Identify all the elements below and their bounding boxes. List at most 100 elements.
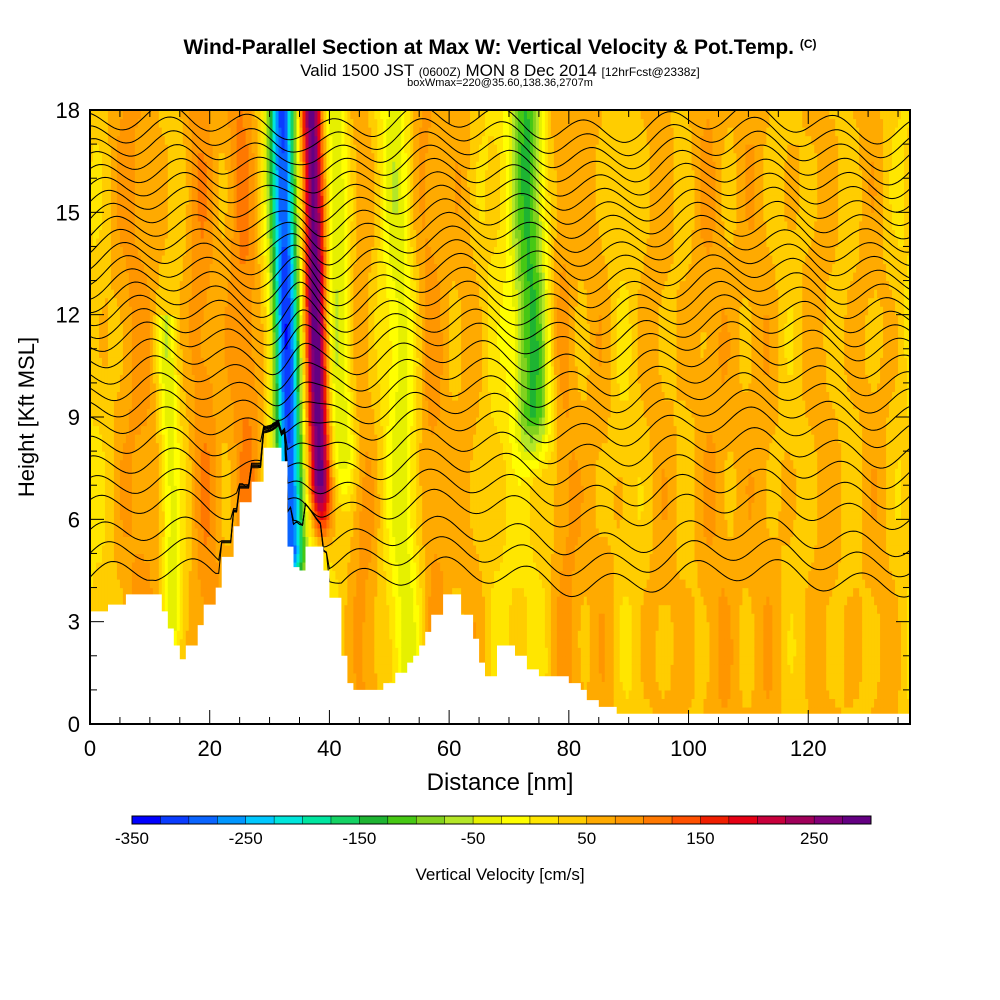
velocity-cell (140, 280, 145, 290)
velocity-cell (107, 536, 112, 546)
velocity-cell (266, 365, 271, 375)
velocity-cell (146, 280, 151, 290)
velocity-cell (200, 254, 205, 265)
velocity-cell (254, 220, 259, 230)
velocity-cell (209, 408, 214, 418)
velocity-cell (224, 178, 229, 188)
velocity-cell (101, 195, 106, 205)
velocity-cell (269, 280, 274, 290)
velocity-cell (152, 203, 157, 213)
copyright-mark: (C) (799, 37, 817, 51)
velocity-cell (119, 399, 124, 410)
velocity-cell (182, 519, 187, 529)
velocity-cell (278, 254, 283, 265)
velocity-cell (263, 203, 268, 213)
velocity-cell (152, 587, 157, 597)
velocity-cell (161, 306, 166, 316)
velocity-cell (173, 485, 178, 495)
velocity-cell (233, 391, 238, 401)
velocity-cell (206, 169, 211, 179)
velocity-cell (209, 118, 214, 128)
velocity-cell (230, 306, 235, 316)
velocity-cell (200, 229, 205, 239)
velocity-cell (206, 237, 211, 248)
velocity-cell (248, 485, 253, 495)
velocity-cell (92, 442, 97, 452)
velocity-cell (158, 118, 163, 128)
velocity-cell (251, 195, 256, 205)
velocity-cell (152, 553, 157, 563)
velocity-cell (194, 638, 199, 648)
velocity-cell (122, 340, 127, 350)
velocity-cell (113, 152, 118, 162)
velocity-cell (179, 468, 184, 478)
velocity-cell (164, 408, 169, 418)
utc-time: (0600Z) (418, 65, 461, 79)
velocity-cell (110, 399, 115, 410)
velocity-cell (194, 331, 199, 341)
velocity-cell (92, 527, 97, 537)
velocity-cell (293, 391, 298, 401)
velocity-cell (176, 263, 181, 273)
velocity-cell (293, 254, 298, 265)
velocity-cell (269, 195, 274, 205)
velocity-cell (107, 596, 112, 606)
velocity-cell (90, 459, 94, 469)
velocity-cell (119, 485, 124, 495)
velocity-cell (113, 459, 118, 469)
velocity-cell (248, 203, 253, 213)
velocity-cell (125, 459, 130, 469)
velocity-cell (155, 323, 160, 333)
velocity-cell (107, 144, 112, 154)
velocity-cell (233, 118, 238, 128)
velocity-cell (179, 186, 184, 196)
velocity-cell (272, 263, 277, 273)
velocity-cell (227, 493, 232, 503)
velocity-cell (113, 570, 118, 580)
velocity-cell (179, 280, 184, 290)
velocity-cell (197, 468, 202, 478)
velocity-cell (254, 297, 259, 307)
velocity-cell (119, 442, 124, 452)
velocity-cell (194, 357, 199, 367)
velocity-cell (254, 280, 259, 290)
velocity-cell (164, 399, 169, 410)
velocity-cell (239, 340, 244, 350)
velocity-cell (293, 425, 298, 435)
velocity-cell (179, 638, 184, 648)
velocity-cell (176, 638, 181, 648)
velocity-cell (134, 399, 139, 410)
velocity-cell (110, 561, 115, 572)
velocity-cell (191, 536, 196, 546)
velocity-cell (221, 502, 226, 512)
velocity-cell (272, 246, 277, 256)
velocity-cell (266, 127, 271, 137)
velocity-cell (266, 161, 271, 171)
velocity-cell (149, 442, 154, 452)
velocity-cell (98, 442, 103, 452)
velocity-cell (155, 195, 160, 205)
velocity-cell (227, 408, 232, 418)
velocity-cell (227, 544, 232, 555)
velocity-cell (161, 561, 166, 572)
velocity-cell (122, 263, 127, 273)
velocity-cell (221, 246, 226, 256)
velocity-cell (122, 442, 127, 452)
velocity-cell (275, 382, 280, 393)
velocity-cell (233, 220, 238, 230)
velocity-cell (98, 399, 103, 410)
velocity-cell (260, 169, 265, 179)
velocity-cell (164, 254, 169, 265)
velocity-cell (254, 127, 259, 137)
velocity-cell (110, 127, 115, 137)
velocity-cell (122, 203, 127, 213)
velocity-cell (107, 306, 112, 316)
velocity-cell (179, 510, 184, 520)
velocity-cell (185, 630, 190, 640)
velocity-cell (140, 289, 145, 299)
velocity-cell (248, 152, 253, 162)
velocity-cell (221, 365, 226, 375)
velocity-cell (107, 110, 112, 120)
velocity-cell (206, 459, 211, 469)
velocity-cell (158, 152, 163, 162)
